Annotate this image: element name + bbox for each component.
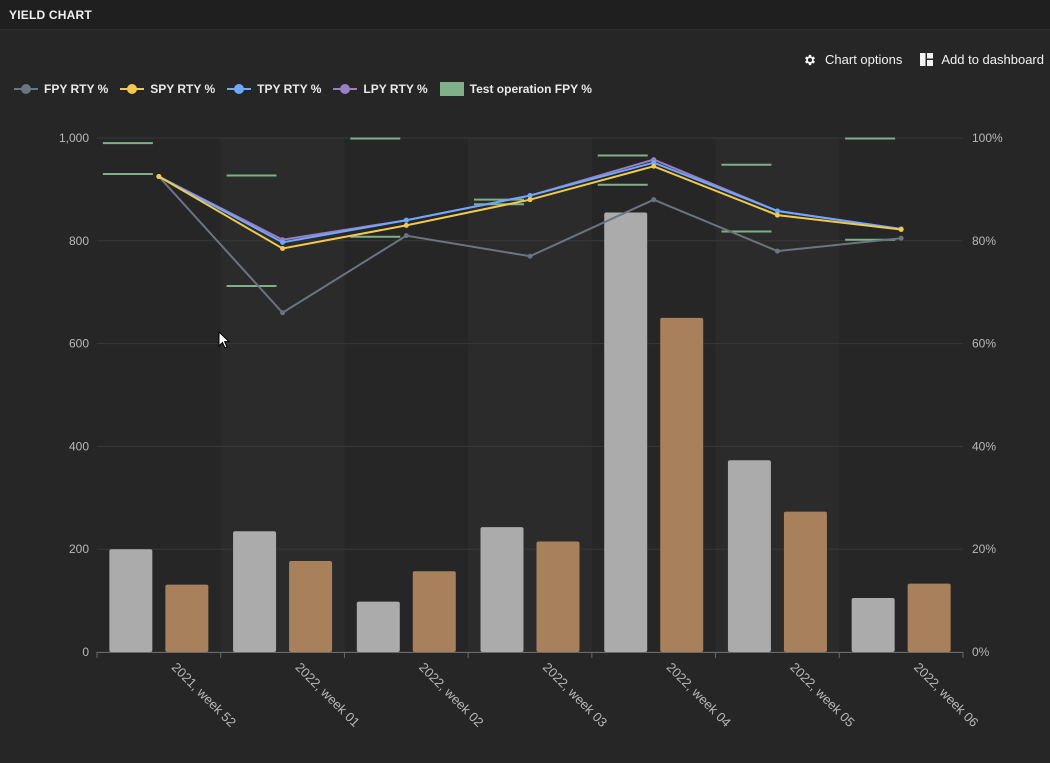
category-band bbox=[220, 138, 345, 652]
bar bbox=[233, 531, 277, 652]
category-band bbox=[715, 138, 840, 652]
bar bbox=[660, 317, 704, 652]
legend-item-lpy[interactable]: LPY RTY % bbox=[333, 82, 428, 96]
line-point bbox=[898, 226, 904, 232]
y-left-tick-label: 1,000 bbox=[59, 131, 89, 145]
spy-line bbox=[158, 165, 902, 250]
y-right-tick-label: 60% bbox=[972, 337, 996, 351]
bar bbox=[604, 212, 648, 652]
line-point bbox=[651, 157, 657, 163]
legend-swatch-tpy bbox=[227, 84, 252, 94]
bar bbox=[109, 549, 153, 652]
x-tick-label: 2021, week 52 bbox=[169, 660, 239, 730]
line-point bbox=[280, 239, 286, 245]
legend-item-test-op[interactable]: Test operation FPY % bbox=[439, 82, 592, 96]
bar bbox=[289, 561, 333, 652]
line-point bbox=[403, 233, 409, 239]
line-point bbox=[156, 174, 162, 180]
line-point bbox=[898, 226, 904, 232]
legend-swatch-fpy bbox=[14, 84, 38, 94]
line-point bbox=[280, 237, 286, 243]
y-right-tick-label: 20% bbox=[972, 542, 996, 556]
line-point bbox=[280, 310, 286, 316]
legend-swatch-spy bbox=[120, 84, 145, 94]
chart-toolbar: Chart options Add to dashboard bbox=[803, 52, 1044, 67]
line-point bbox=[651, 197, 657, 203]
line-point bbox=[403, 217, 409, 223]
bar bbox=[412, 571, 456, 652]
x-tick-label: 2022, week 05 bbox=[787, 660, 857, 730]
bar bbox=[783, 511, 827, 652]
line-point bbox=[156, 174, 162, 180]
x-tick-label: 2022, week 06 bbox=[911, 660, 981, 730]
line-point bbox=[774, 208, 780, 214]
bar bbox=[480, 527, 524, 652]
y-left-tick-label: 400 bbox=[69, 439, 89, 453]
panel-title: YIELD CHART bbox=[9, 8, 92, 22]
dashboard-icon bbox=[920, 53, 934, 66]
line-point bbox=[527, 253, 533, 259]
bar bbox=[356, 601, 400, 652]
add-to-dashboard-button[interactable]: Add to dashboard bbox=[920, 52, 1044, 67]
bar bbox=[727, 460, 771, 652]
legend-swatch-lpy bbox=[333, 84, 358, 94]
line-point bbox=[156, 174, 162, 180]
line-point bbox=[280, 246, 286, 252]
chart-legend: FPY RTY % SPY RTY % TPY RTY % LPY RTY % … bbox=[14, 82, 592, 96]
x-tick-label: 2022, week 02 bbox=[416, 660, 486, 730]
fpy-line bbox=[158, 175, 902, 315]
line-point bbox=[774, 208, 780, 214]
bar bbox=[907, 583, 951, 652]
line-point bbox=[651, 163, 657, 169]
bar bbox=[851, 598, 895, 652]
y-right-tick-label: 80% bbox=[972, 234, 996, 248]
line-point bbox=[527, 193, 533, 199]
x-tick-label: 2022, week 03 bbox=[540, 660, 610, 730]
x-tick-label: 2022, week 01 bbox=[292, 660, 362, 730]
bar bbox=[165, 584, 209, 652]
legend-label-fpy: FPY RTY % bbox=[44, 82, 109, 96]
line-point bbox=[527, 193, 533, 199]
line-point bbox=[651, 160, 657, 166]
y-left-tick-label: 800 bbox=[69, 234, 89, 248]
lpy-line bbox=[158, 158, 902, 241]
line-point bbox=[898, 226, 904, 232]
y-right-tick-label: 0% bbox=[972, 645, 990, 659]
legend-swatch-test-op bbox=[439, 82, 464, 96]
legend-item-tpy[interactable]: TPY RTY % bbox=[227, 82, 321, 96]
line-point bbox=[403, 222, 409, 228]
y-left-tick-label: 600 bbox=[69, 337, 89, 351]
bar bbox=[536, 541, 580, 652]
chart-options-label: Chart options bbox=[825, 52, 903, 67]
line-point bbox=[156, 174, 162, 180]
legend-item-spy[interactable]: SPY RTY % bbox=[120, 82, 215, 96]
tpy-line bbox=[158, 161, 902, 244]
chart-options-button[interactable]: Chart options bbox=[803, 52, 902, 67]
legend-label-test-op: Test operation FPY % bbox=[469, 82, 592, 96]
line-point bbox=[898, 235, 904, 241]
panel-header: YIELD CHART bbox=[0, 0, 1050, 30]
legend-label-tpy: TPY RTY % bbox=[257, 82, 322, 96]
gear-icon bbox=[805, 54, 815, 65]
y-right-tick-label: 100% bbox=[972, 131, 1003, 145]
legend-label-lpy: LPY RTY % bbox=[363, 82, 428, 96]
category-band bbox=[468, 138, 592, 652]
line-point bbox=[774, 212, 780, 218]
mouse-cursor-icon bbox=[218, 331, 231, 349]
x-tick-label: 2022, week 04 bbox=[664, 660, 734, 730]
y-left-tick-label: 0 bbox=[82, 645, 89, 659]
y-left-tick-label: 200 bbox=[69, 542, 89, 556]
legend-label-spy: SPY RTY % bbox=[150, 82, 216, 96]
line-point bbox=[527, 197, 533, 203]
line-point bbox=[403, 217, 409, 223]
add-to-dashboard-label: Add to dashboard bbox=[941, 52, 1044, 67]
legend-item-fpy[interactable]: FPY RTY % bbox=[14, 82, 108, 96]
line-point bbox=[774, 248, 780, 254]
y-right-tick-label: 40% bbox=[972, 439, 996, 453]
